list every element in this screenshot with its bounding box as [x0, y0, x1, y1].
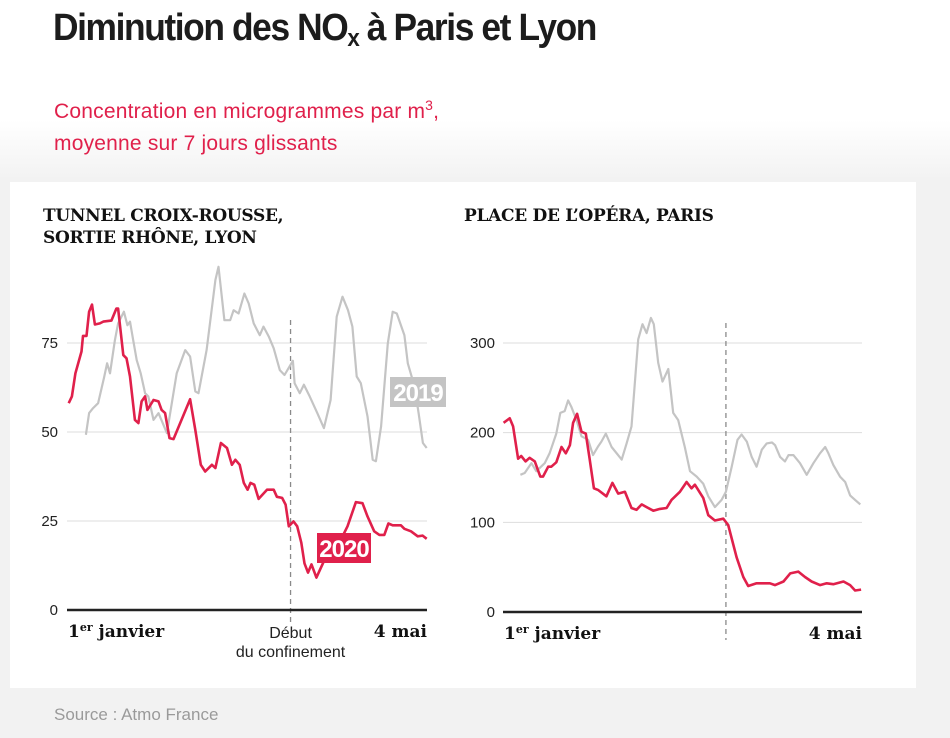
chart-card — [10, 182, 916, 688]
x-label-end: 4 mai — [809, 624, 863, 644]
subtitle-superscript: 3 — [425, 97, 434, 113]
x-label-start-rest: janvier — [93, 622, 166, 642]
legend-badge-2020 — [317, 533, 371, 563]
y-tick-label: 75 — [41, 335, 58, 352]
lockdown-label-line1: Début — [269, 625, 312, 642]
panel-title-line1: TUNNEL CROIX-ROUSSE, — [43, 206, 284, 226]
chart-title: Diminution des NOx à Paris et Lyon — [53, 7, 648, 51]
series-line-2019 — [519, 316, 862, 509]
y-tick-label: 200 — [470, 425, 495, 442]
title-text: Diminution des NO — [53, 7, 349, 49]
y-tick-label: 50 — [41, 424, 58, 441]
legend-label-2020: 2020 — [319, 536, 369, 563]
source-note: Source : Atmo France — [54, 705, 219, 724]
legend-label-2019: 2019 — [393, 380, 443, 407]
x-label-start-number: 1 — [68, 622, 80, 642]
y-tick-label: 25 — [41, 513, 58, 530]
series-line-2019 — [84, 265, 428, 463]
chart-lyon: 0 25 50 75 1er janvier 4 mai Début du confineme… — [41, 265, 446, 661]
y-tick-label: 100 — [470, 514, 495, 531]
y-tick-label: 0 — [50, 602, 58, 619]
title-subscript: x — [347, 25, 359, 52]
x-label-start-rest: janvier — [529, 624, 602, 644]
series-line-2020 — [67, 303, 428, 579]
title-text-end: à Paris et Lyon — [358, 7, 598, 49]
x-label-start-sup: er — [516, 623, 529, 636]
lockdown-label-line2: du confinement — [236, 644, 346, 661]
subtitle-comma: , — [433, 100, 440, 123]
subtitle-line2: moyenne sur 7 jours glissants — [54, 132, 338, 155]
subtitle-line1: Concentration en microgrammes par m — [54, 100, 426, 123]
x-label-start-number: 1 — [504, 624, 516, 644]
y-tick-label: 300 — [470, 335, 495, 352]
x-label-start: 1er janvier — [504, 623, 601, 644]
legend-badge-2019 — [390, 377, 446, 407]
panel-title-line2: SORTIE RHÔNE, LYON — [43, 228, 257, 248]
x-label-end: 4 mai — [374, 622, 428, 642]
series-line-2020 — [502, 412, 862, 592]
x-label-start: 1er janvier — [68, 621, 165, 642]
panel-title-paris: PLACE DE L’OPÉRA, PARIS — [464, 206, 714, 226]
y-tick-label: 0 — [487, 604, 495, 621]
panel-title-lyon: TUNNEL CROIX-ROUSSE, SORTIE RHÔNE, LYON — [43, 205, 284, 249]
chart-paris: 0 100 200 300 1er janvier 4 mai — [470, 316, 863, 644]
x-label-start-sup: er — [80, 621, 93, 634]
chart-subtitle: Concentration en microgrammes par m3, mo… — [54, 96, 439, 160]
